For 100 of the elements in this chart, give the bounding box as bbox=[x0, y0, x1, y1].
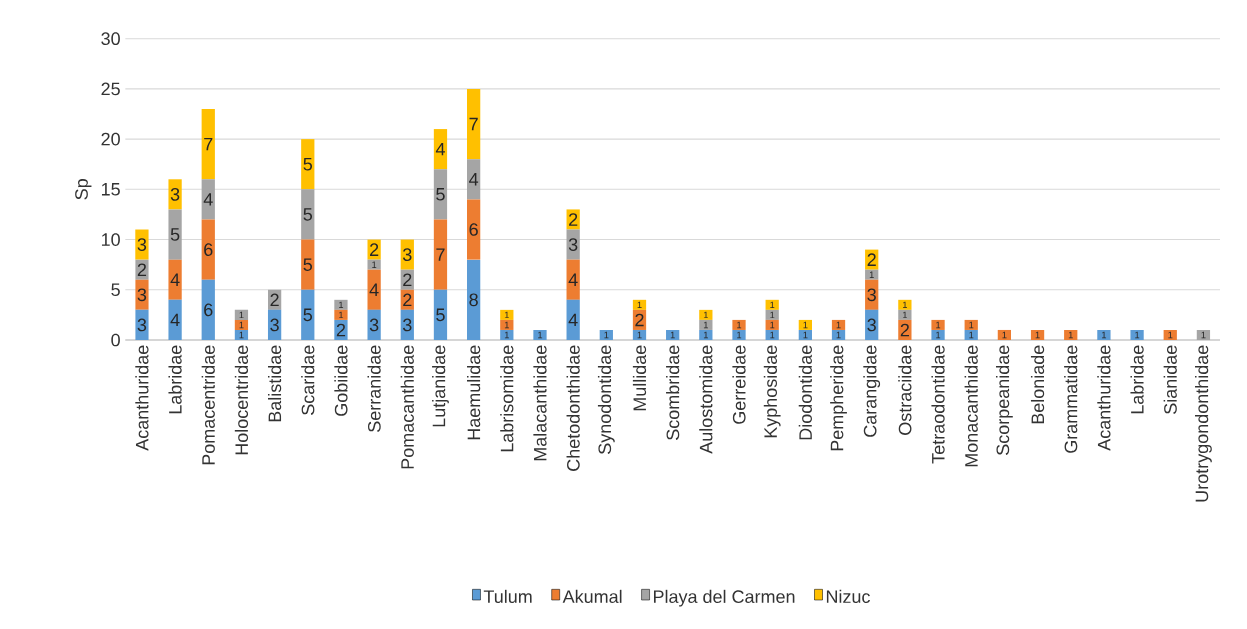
x-tick-label: Ostraciidae bbox=[898, 345, 912, 435]
bar bbox=[765, 299, 779, 310]
data-label: 2 bbox=[569, 213, 578, 226]
bar bbox=[301, 189, 315, 240]
data-label: 1 bbox=[339, 311, 344, 319]
bar bbox=[433, 169, 448, 220]
bar bbox=[301, 239, 315, 290]
bar bbox=[500, 319, 514, 330]
x-tick-label: Lutjanidae bbox=[432, 345, 449, 427]
bar bbox=[168, 299, 182, 340]
bar bbox=[367, 309, 381, 340]
data-label: 3 bbox=[369, 318, 379, 332]
data-label: 1 bbox=[670, 331, 675, 339]
bar bbox=[831, 329, 846, 340]
data-label: 3 bbox=[137, 238, 147, 251]
data-label: 2 bbox=[403, 273, 412, 287]
data-label: 1 bbox=[770, 311, 775, 319]
x-tick-label: Balistidae bbox=[267, 345, 282, 422]
bar bbox=[467, 88, 481, 160]
data-label: 5 bbox=[303, 157, 313, 171]
data-label: 1 bbox=[504, 331, 509, 339]
bar bbox=[135, 229, 149, 260]
bar bbox=[1097, 329, 1111, 340]
y-tick-label: 25 bbox=[101, 82, 120, 96]
data-label: 4 bbox=[170, 273, 180, 286]
data-label: 2 bbox=[635, 313, 644, 327]
data-label: 1 bbox=[504, 311, 509, 319]
data-label: 1 bbox=[936, 331, 941, 339]
x-tick-label: Pomacanthidae bbox=[400, 345, 414, 469]
bar bbox=[699, 329, 713, 340]
x-tick-label: Tetraodontidae bbox=[931, 345, 945, 464]
x-tick-label: Haemulidae bbox=[467, 345, 481, 440]
data-label: 5 bbox=[436, 308, 445, 322]
data-label: 1 bbox=[239, 321, 244, 329]
data-label: 1 bbox=[803, 331, 808, 339]
data-label: 5 bbox=[303, 208, 313, 221]
data-label: 2 bbox=[867, 253, 876, 266]
bar bbox=[367, 239, 381, 260]
data-label: 1 bbox=[770, 301, 775, 309]
data-label: 6 bbox=[469, 223, 478, 236]
y-tick-label: 15 bbox=[101, 183, 120, 196]
legend-label: Akumal bbox=[562, 589, 622, 604]
x-tick-label: Labridae bbox=[168, 345, 182, 414]
data-label: 7 bbox=[204, 137, 213, 151]
data-label: 4 bbox=[469, 173, 479, 186]
bar bbox=[632, 329, 647, 340]
data-label: 1 bbox=[637, 301, 642, 309]
data-label: 3 bbox=[137, 318, 147, 332]
bar bbox=[898, 309, 912, 320]
legend-label: Tulum bbox=[483, 589, 532, 604]
bar bbox=[765, 309, 779, 320]
data-label: 1 bbox=[969, 331, 974, 339]
bar bbox=[1064, 329, 1078, 340]
data-label: 5 bbox=[170, 228, 180, 241]
bar bbox=[898, 319, 912, 340]
bar bbox=[201, 279, 215, 340]
data-label: 2 bbox=[270, 293, 279, 307]
data-label: 1 bbox=[836, 321, 841, 329]
data-label: 1 bbox=[637, 331, 642, 339]
bar bbox=[599, 329, 613, 340]
data-label: 3 bbox=[402, 318, 412, 332]
bar bbox=[931, 319, 945, 330]
data-label: 1 bbox=[902, 311, 907, 319]
data-label: 1 bbox=[803, 321, 808, 329]
x-tick-label: Pempheridae bbox=[830, 345, 847, 451]
x-tick-label: Scorpeanidae bbox=[995, 345, 1013, 455]
bar bbox=[566, 299, 580, 340]
y-tick-label: 30 bbox=[101, 32, 120, 46]
data-label: 5 bbox=[436, 188, 445, 201]
data-label: 1 bbox=[1135, 331, 1140, 339]
x-tick-label: Grammatidae bbox=[1064, 345, 1078, 453]
data-label: 1 bbox=[1035, 331, 1040, 339]
data-label: 2 bbox=[336, 323, 346, 337]
x-tick-label: Holocentridae bbox=[234, 345, 249, 455]
data-label: 2 bbox=[900, 323, 909, 337]
x-tick-label: Aulostomidae bbox=[699, 345, 713, 454]
x-tick-label: Sianidae bbox=[1163, 345, 1177, 414]
bar bbox=[997, 329, 1012, 340]
x-tick-label: Pomacentridae bbox=[201, 345, 215, 465]
x-tick-label: Scaridae bbox=[301, 345, 315, 415]
bar bbox=[234, 309, 249, 320]
bar bbox=[201, 108, 215, 180]
x-tick-label: Mullidae bbox=[632, 345, 647, 411]
bar bbox=[666, 329, 680, 340]
legend-label: Nizuc bbox=[826, 589, 870, 604]
data-label: 4 bbox=[568, 273, 578, 286]
x-tick-label: Scombridae bbox=[666, 345, 680, 440]
x-tick-label: Labrisomidae bbox=[500, 345, 514, 452]
bar bbox=[798, 329, 812, 340]
x-tick-label: Acanthuridae bbox=[1097, 345, 1111, 451]
x-tick-label: Diodontidae bbox=[798, 345, 812, 440]
data-label: 1 bbox=[703, 321, 708, 329]
x-tick-label: Chetodonthidae bbox=[566, 345, 580, 471]
bar bbox=[931, 329, 945, 340]
x-tick-label: Labridae bbox=[1130, 345, 1144, 414]
bar bbox=[632, 299, 647, 310]
bar bbox=[301, 139, 315, 190]
bar bbox=[1130, 329, 1144, 340]
data-label: 8 bbox=[469, 293, 478, 307]
x-tick-label: Monacanthidae bbox=[964, 345, 978, 467]
